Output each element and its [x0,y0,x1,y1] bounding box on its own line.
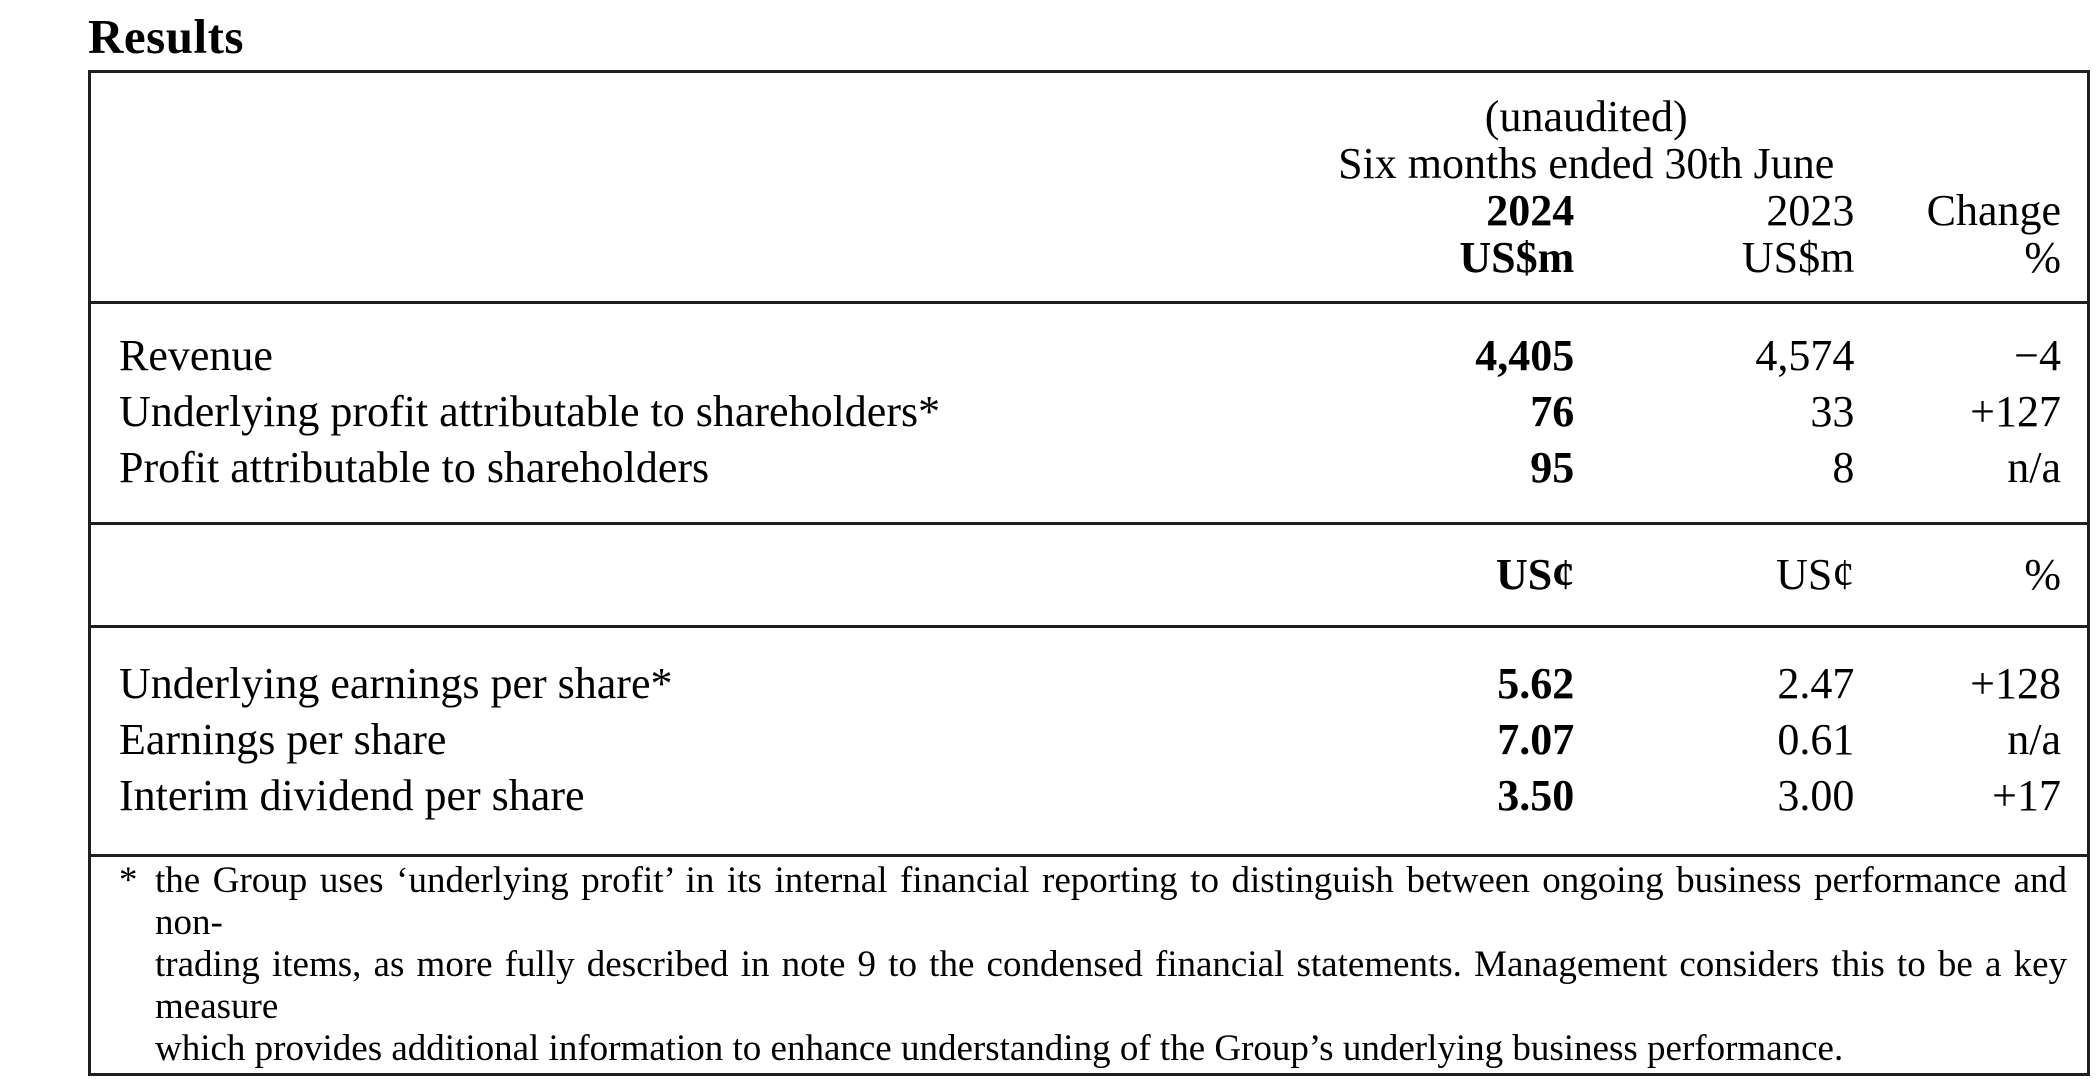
period-label: Six months ended 30th June [1338,139,1835,188]
cents-unit-change: % [2024,550,2061,599]
value-2023: 2.47 [1777,659,1855,708]
header-spacer [1872,140,2088,187]
value-change: +17 [1992,771,2061,820]
value-2024: 4,405 [1475,331,1575,380]
row-label: Underlying earnings per share* [119,659,673,708]
value-change: n/a [2007,443,2061,492]
row-interim-dividend: Interim dividend per share 3.50 3.00 +17 [90,768,2089,856]
row-profit-attributable: Profit attributable to shareholders 95 8… [90,440,2089,524]
row-underlying-eps: Underlying earnings per share* 5.62 2.47… [90,627,2089,713]
unit-header-2024: US$m [1459,233,1575,282]
column-header-change: Change [1926,186,2061,235]
row-label: Profit attributable to shareholders [119,443,710,492]
value-2024: 7.07 [1497,715,1575,764]
header-row-period: Six months ended 30th June [90,140,2089,187]
footnote-line: which provides additional information to… [155,1028,1844,1069]
unit-header-change: % [2024,233,2061,282]
column-header-2023: 2023 [1766,186,1855,235]
row-label: Earnings per share [119,715,447,764]
header-spacer [90,72,1241,141]
value-2024: 5.62 [1497,659,1575,708]
header-spacer [90,234,1241,303]
cents-unit-2023: US¢ [1776,550,1855,599]
header-row-years: 2024 2023 Change [90,187,2089,234]
value-change: +128 [1970,659,2061,708]
table-header: (unaudited) Six months ended 30th June 2… [89,72,2089,303]
footnote-line: the Group uses ‘underlying profit’ in it… [155,860,2067,943]
value-2024: 95 [1530,443,1575,492]
results-table: (unaudited) Six months ended 30th June 2… [88,70,2090,1076]
footnote-section: * the Group uses ‘underlying profit’ in … [90,856,2089,1075]
value-2023: 0.61 [1777,715,1855,764]
page-title: Results [88,9,244,64]
header-spacer [90,187,1241,234]
footnote-cell: * the Group uses ‘underlying profit’ in … [90,856,2089,1075]
header-spacer [1872,72,2088,141]
cents-unit-2024: US¢ [1495,550,1575,599]
header-spacer [90,140,1241,187]
row-label: Interim dividend per share [119,771,585,820]
header-row-units: US$m US$m % [90,234,2089,303]
row-label: Underlying profit attributable to shareh… [119,387,941,436]
column-header-2024: 2024 [1486,186,1575,235]
footnote-line: trading items, as more fully described i… [155,944,2067,1027]
value-2024: 76 [1530,387,1575,436]
value-change: +127 [1970,387,2061,436]
header-row-unaudited: (unaudited) [90,72,2089,141]
value-2024: 3.50 [1497,771,1575,820]
value-change: n/a [2007,715,2061,764]
footnote-row: * the Group uses ‘underlying profit’ in … [90,856,2089,1075]
money-rows-section: Revenue 4,405 4,574 −4 Underlying profit… [89,303,2089,524]
value-change: −4 [2014,331,2061,380]
unaudited-label: (unaudited) [1484,92,1688,141]
row-label: Revenue [119,331,273,380]
row-revenue: Revenue 4,405 4,574 −4 [90,303,2089,385]
value-2023: 8 [1832,443,1855,492]
per-share-section: Underlying earnings per share* 5.62 2.47… [89,627,2089,856]
footnote-text: the Group uses ‘underlying profit’ in it… [155,860,2067,1070]
header-spacer [90,524,1241,627]
cents-unit-section: US¢ US¢ % [89,524,2089,627]
value-2023: 33 [1810,387,1855,436]
row-underlying-profit: Underlying profit attributable to shareh… [90,384,2089,440]
value-2023: 3.00 [1777,771,1855,820]
row-eps: Earnings per share 7.07 0.61 n/a [90,712,2089,768]
unit-header-2023: US$m [1741,233,1855,282]
row-cents-units: US¢ US¢ % [90,524,2089,627]
footnote-marker: * [119,860,138,901]
value-2023: 4,574 [1755,331,1855,380]
